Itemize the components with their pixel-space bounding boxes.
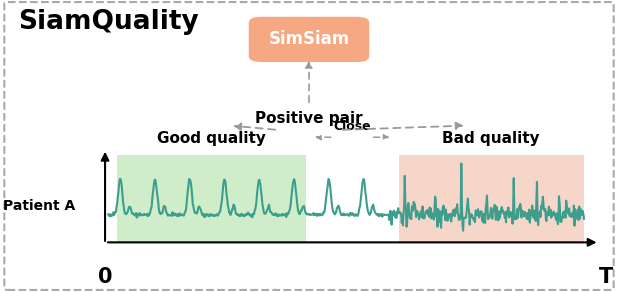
FancyBboxPatch shape [248,17,369,62]
Text: Bad quality: Bad quality [442,131,540,146]
Text: T: T [598,267,613,287]
Bar [399,155,584,242]
Text: SiamQuality: SiamQuality [19,9,199,35]
Text: 0: 0 [98,267,112,287]
Text: Patient A: Patient A [3,199,75,213]
Bar [117,155,306,242]
Text: Positive pair: Positive pair [255,111,363,126]
Text: Close: Close [334,120,371,133]
Text: Good quality: Good quality [157,131,266,146]
Text: SimSiam: SimSiam [268,30,350,48]
